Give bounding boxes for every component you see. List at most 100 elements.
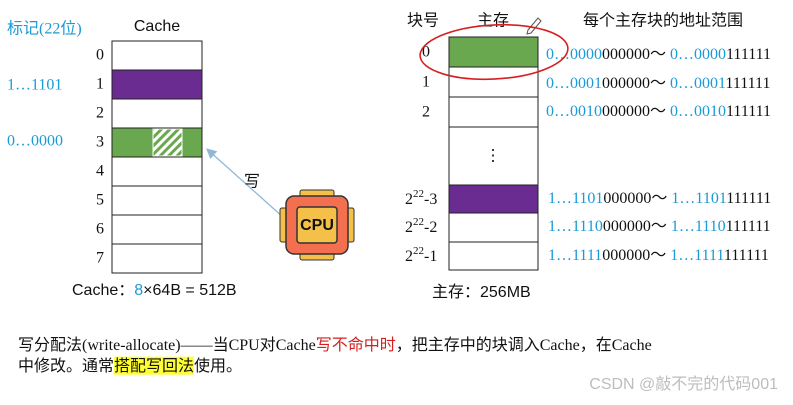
separator: ～ [650,247,666,264]
cache-row-number: 2 [96,105,104,122]
end-tag: 0…0000 [670,46,726,63]
cache-row-number: 5 [96,192,104,209]
write-label: 写 [244,174,260,191]
address-range: 1…1110000000～ 1…1110111111 [548,218,771,235]
separator: ～ [650,46,666,63]
start-offset: 000000 [603,190,651,207]
start-tag: 0…0001 [546,75,602,92]
exponent: 22 [413,188,424,200]
start-tag: 0…0000 [546,46,602,63]
end-offset: 111111 [726,75,771,92]
cache-line [111,98,203,129]
cache-line [111,69,203,100]
separator: ～ [650,103,666,120]
cache-size-prefix: Cache： [72,282,134,299]
end-tag: 0…0010 [670,103,726,120]
paragraph-line: 中修改。通常搭配写回法使用。 [18,357,242,375]
text: ，把主存中的块调入Cache，在Cache [396,336,652,354]
address-range: 0…0010000000～ 0…0010111111 [546,103,771,120]
memory-block [448,241,539,271]
end-tag: 1…1110 [671,218,726,235]
cpu-icon: CPU [279,189,355,261]
cache-row-number: 7 [96,250,104,267]
block-number: 222-1 [405,245,437,265]
end-tag: 1…1111 [670,247,724,264]
cache-tag: 0…0000 [7,133,63,150]
end-offset: 111111 [726,46,771,63]
start-offset: 000000 [602,103,650,120]
cache-line [111,156,203,187]
cache-size: Cache：8×64B = 512B [72,282,237,299]
end-offset: 111111 [726,218,771,235]
end-offset: 111111 [727,190,772,207]
paragraph-line: 写分配法(write-allocate)——当CPU对Cache写不命中时，把主… [18,336,652,354]
start-tag: 0…0010 [546,103,602,120]
cache-row-number: 6 [96,221,104,238]
memory-title: 主存 [477,12,509,30]
text: 写分配法(write-allocate)——当CPU对Cache [18,336,316,354]
cache-size-suffix: ×64B = 512B [143,282,236,299]
block-number: 222-3 [405,188,437,208]
cache-row-number: 3 [96,134,104,151]
start-offset: 000000 [602,247,650,264]
cache-tag: 1…1101 [7,77,62,94]
write-arrow [206,148,285,219]
cache-line [111,185,203,216]
memory-block [448,184,539,214]
memory-block [448,212,539,243]
highlighted-text: 搭配写回法 [114,357,194,375]
block-number: 2 [422,104,430,121]
cache-row-number: 4 [96,163,104,180]
highlight-circle [419,23,569,81]
emphasis: 写不命中时 [316,336,396,354]
start-tag: 1…1101 [548,190,603,207]
cache-size-count: 8 [134,282,143,299]
range-header: 每个主存块的地址范围 [583,12,743,30]
memory-block [448,66,539,98]
end-tag: 1…1101 [671,190,726,207]
start-tag: 1…1110 [548,218,603,235]
rest: -1 [424,248,437,265]
end-tag: 0…0001 [670,75,726,92]
watermark: CSDN @敲不完的代码001 [589,375,778,393]
block-header: 块号 [407,12,439,30]
memory-size: 主存：256MB [432,283,531,301]
base: 2 [405,191,413,208]
cache-rows: 0 1 2 3 4 5 6 7 [96,40,203,274]
separator: ～ [651,190,667,207]
memory-block [448,36,539,68]
cache-line [111,243,203,274]
start-tag: 1…1111 [548,247,602,264]
cache-line [111,40,203,71]
highlight [114,356,195,375]
rest: -2 [424,219,437,236]
text: 使用。 [194,357,242,375]
cache-row-number: 0 [96,47,104,64]
block-number: 1 [422,74,430,91]
written-word [152,128,183,157]
address-range: 1…1101000000～ 1…1101111111 [548,190,771,207]
text: 中修改。通常 [18,357,114,375]
block-number: 222-2 [405,216,437,236]
block-number: 0 [422,44,430,61]
separator: ～ [651,218,667,235]
address-range: 0…0000000000～ 0…0000111111 [546,46,771,63]
rest: -3 [424,191,437,208]
start-offset: 000000 [603,218,651,235]
memory-block [448,96,539,128]
start-offset: 000000 [602,75,650,92]
end-offset: 111111 [726,103,771,120]
base: 2 [405,219,413,236]
address-range: 1…1111000000～ 1…1111111111 [548,247,769,264]
tag-label: 标记(22位) [7,20,82,38]
cache-title: Cache [134,18,180,35]
start-offset: 000000 [602,46,650,63]
exponent: 22 [413,216,424,228]
cache-row-number: 1 [96,76,104,93]
base: 2 [405,248,413,265]
cache-line [111,214,203,245]
end-offset: 111111 [724,247,769,264]
